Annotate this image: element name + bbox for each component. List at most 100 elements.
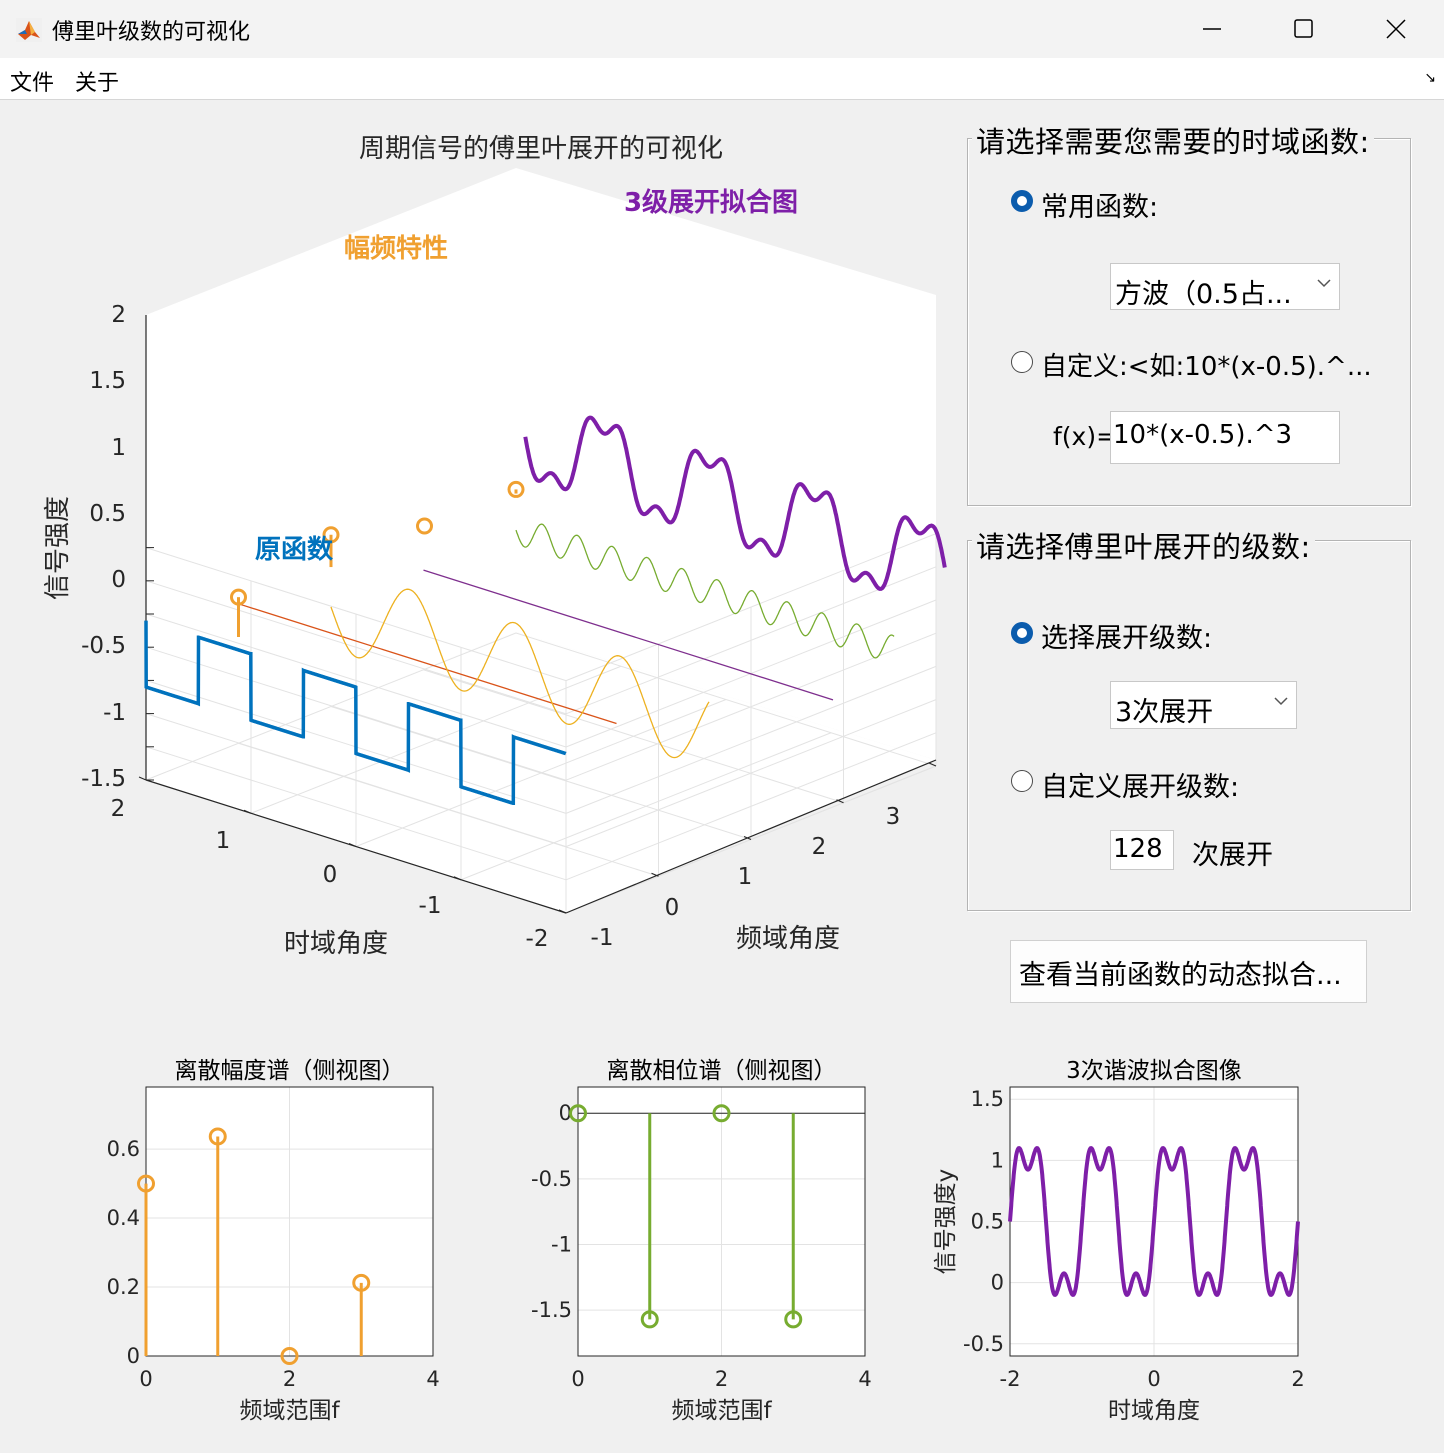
x-tick-label: 2 (111, 796, 126, 822)
tick (348, 843, 357, 847)
common-function-label: 常用函数: (1041, 192, 1159, 223)
order-select[interactable]: 3次展开 (1110, 681, 1297, 729)
x-tick-label: 2 (1291, 1367, 1304, 1391)
stem-marker (280, 1347, 299, 1365)
minimize-button[interactable] (1166, 0, 1258, 58)
close-button[interactable] (1350, 0, 1442, 58)
z-tick-label: 2 (111, 302, 126, 328)
z-tick-label: -1.5 (81, 766, 126, 792)
radio-select-order[interactable] (1011, 622, 1033, 644)
custom-order-input[interactable]: 128 (1110, 830, 1174, 870)
x-tick-label: 0 (571, 1367, 584, 1391)
radio-custom-order[interactable] (1011, 770, 1033, 792)
grid-line (460, 732, 832, 881)
x-tick-label: 0 (139, 1367, 152, 1391)
radio-custom-function[interactable] (1011, 351, 1033, 373)
custom-order-value: 128 (1113, 834, 1163, 864)
stem-marker (784, 1310, 803, 1329)
tick (453, 876, 462, 881)
y-tick-label: 0.2 (107, 1275, 140, 1299)
y-axis-label: 频域角度 (736, 924, 840, 954)
common-function-select[interactable]: 方波（0.5占... (1110, 263, 1340, 310)
dynamic-fit-button[interactable]: 查看当前函数的动态拟合... (1010, 940, 1367, 1003)
label-fit: 3级展开拟合图 (624, 187, 798, 218)
amplitude-stem-marker (507, 480, 525, 498)
tick (743, 836, 752, 840)
grid-line (250, 665, 622, 814)
title-bar: 傅里叶级数的可视化 (0, 0, 1444, 59)
dynamic-fit-button-label: 查看当前函数的动态拟合... (1019, 960, 1342, 991)
main-3d-plot: 2 1.5 1 0.5 0 -0.5 -1 -1.5 2 1 0 -1 -2 -… (43, 134, 947, 959)
custom-function-label: 自定义:<如:10*(x-0.5).^... (1041, 352, 1372, 382)
order-panel-title: 请选择傅里叶展开的级数: (972, 524, 1315, 566)
z-tick-labels: 2 1.5 1 0.5 0 -0.5 -1 -1.5 (81, 302, 126, 792)
y-tick-label: 0 (127, 1344, 140, 1368)
label-original: 原函数 (255, 535, 334, 565)
toolbar-toggle-icon[interactable]: ↘ (1424, 70, 1436, 86)
y-tick-label: 1 (738, 864, 753, 890)
plot-curves (144, 415, 947, 806)
phase-spectrum-chart: 0 2 4 0 -0.5 -1 -1.5 离散相位谱（侧视图） 频域范围f (531, 1058, 872, 1424)
harmonic-1-curve (330, 588, 710, 759)
y-tick-label: 3 (886, 804, 901, 830)
chevron-down-icon (1274, 697, 1288, 706)
maximize-icon (1294, 19, 1313, 38)
z-tick-label: -1 (103, 700, 126, 726)
y-axis-label: 信号强度y (933, 1169, 959, 1275)
custom-order-suffix: 次展开 (1192, 840, 1273, 871)
original-square-wave (144, 620, 567, 806)
amplitude-stem-marker (416, 517, 433, 535)
fit-curve-3d (523, 415, 947, 591)
chevron-down-icon (1317, 279, 1331, 288)
y-tick-labels: -1 0 1 2 3 (591, 804, 901, 951)
order-select-value: 3次展开 (1115, 697, 1214, 728)
y-tick-label: 2 (812, 834, 827, 860)
x-tick-label: -2 (1000, 1367, 1021, 1391)
stem-marker (208, 1127, 227, 1146)
chart-title: 3次谐波拟合图像 (1066, 1058, 1242, 1084)
y-tick-label: 0.6 (107, 1137, 140, 1161)
tick (138, 776, 147, 781)
stem-marker (569, 1104, 587, 1123)
stem-marker (137, 1174, 155, 1193)
chart-title: 离散幅度谱（侧视图） (175, 1058, 405, 1084)
chart-title: 离散相位谱（侧视图） (607, 1058, 837, 1084)
label-spectrum: 幅频特性 (344, 233, 448, 264)
amplitude-stem-marker (322, 526, 340, 544)
z-tick-label: 1.5 (89, 368, 126, 394)
fit-curve (1008, 1146, 1300, 1297)
grid-line (145, 632, 517, 781)
harmonic-3-curve (515, 523, 895, 659)
z-tick-label: -0.5 (81, 633, 126, 659)
tick (928, 762, 937, 767)
radio-common-function[interactable] (1011, 190, 1033, 212)
x-axis-label: 频域范围f (671, 1398, 772, 1424)
z-tick-label: 0.5 (89, 501, 126, 527)
x-tick-label: -1 (419, 893, 442, 919)
y-tick-label: 0 (991, 1271, 1004, 1295)
fx-input[interactable]: 10*(x-0.5).^3 (1110, 411, 1340, 464)
z-tick-label: 1 (111, 435, 126, 461)
common-function-value: 方波（0.5占... (1115, 279, 1292, 310)
menu-about[interactable]: 关于 (75, 71, 120, 96)
plot-border (577, 1086, 866, 1357)
menu-file[interactable]: 文件 (10, 71, 55, 96)
tick (651, 872, 659, 877)
amplitude-stem-marker (230, 588, 247, 606)
stem-marker (640, 1310, 659, 1329)
y-tick-label: 0.5 (971, 1210, 1004, 1234)
maximize-button[interactable] (1258, 0, 1350, 58)
amplitude-spectrum-chart: 0 2 4 0 0.2 0.4 0.6 离散幅度谱（侧视图） 频域范围f (107, 1058, 440, 1424)
y-tick-label: -0.5 (531, 1167, 572, 1191)
x-tick-label: 2 (715, 1367, 728, 1391)
tick (558, 909, 567, 914)
stem-marker (352, 1273, 371, 1292)
y-tick-label: -1 (591, 925, 614, 951)
window-title: 傅里叶级数的可视化 (52, 20, 251, 45)
y-tick-label: 1.5 (971, 1087, 1004, 1111)
x-tick-label: 1 (216, 828, 231, 854)
close-icon (1386, 19, 1406, 39)
tick (836, 799, 844, 804)
tick (243, 809, 252, 814)
